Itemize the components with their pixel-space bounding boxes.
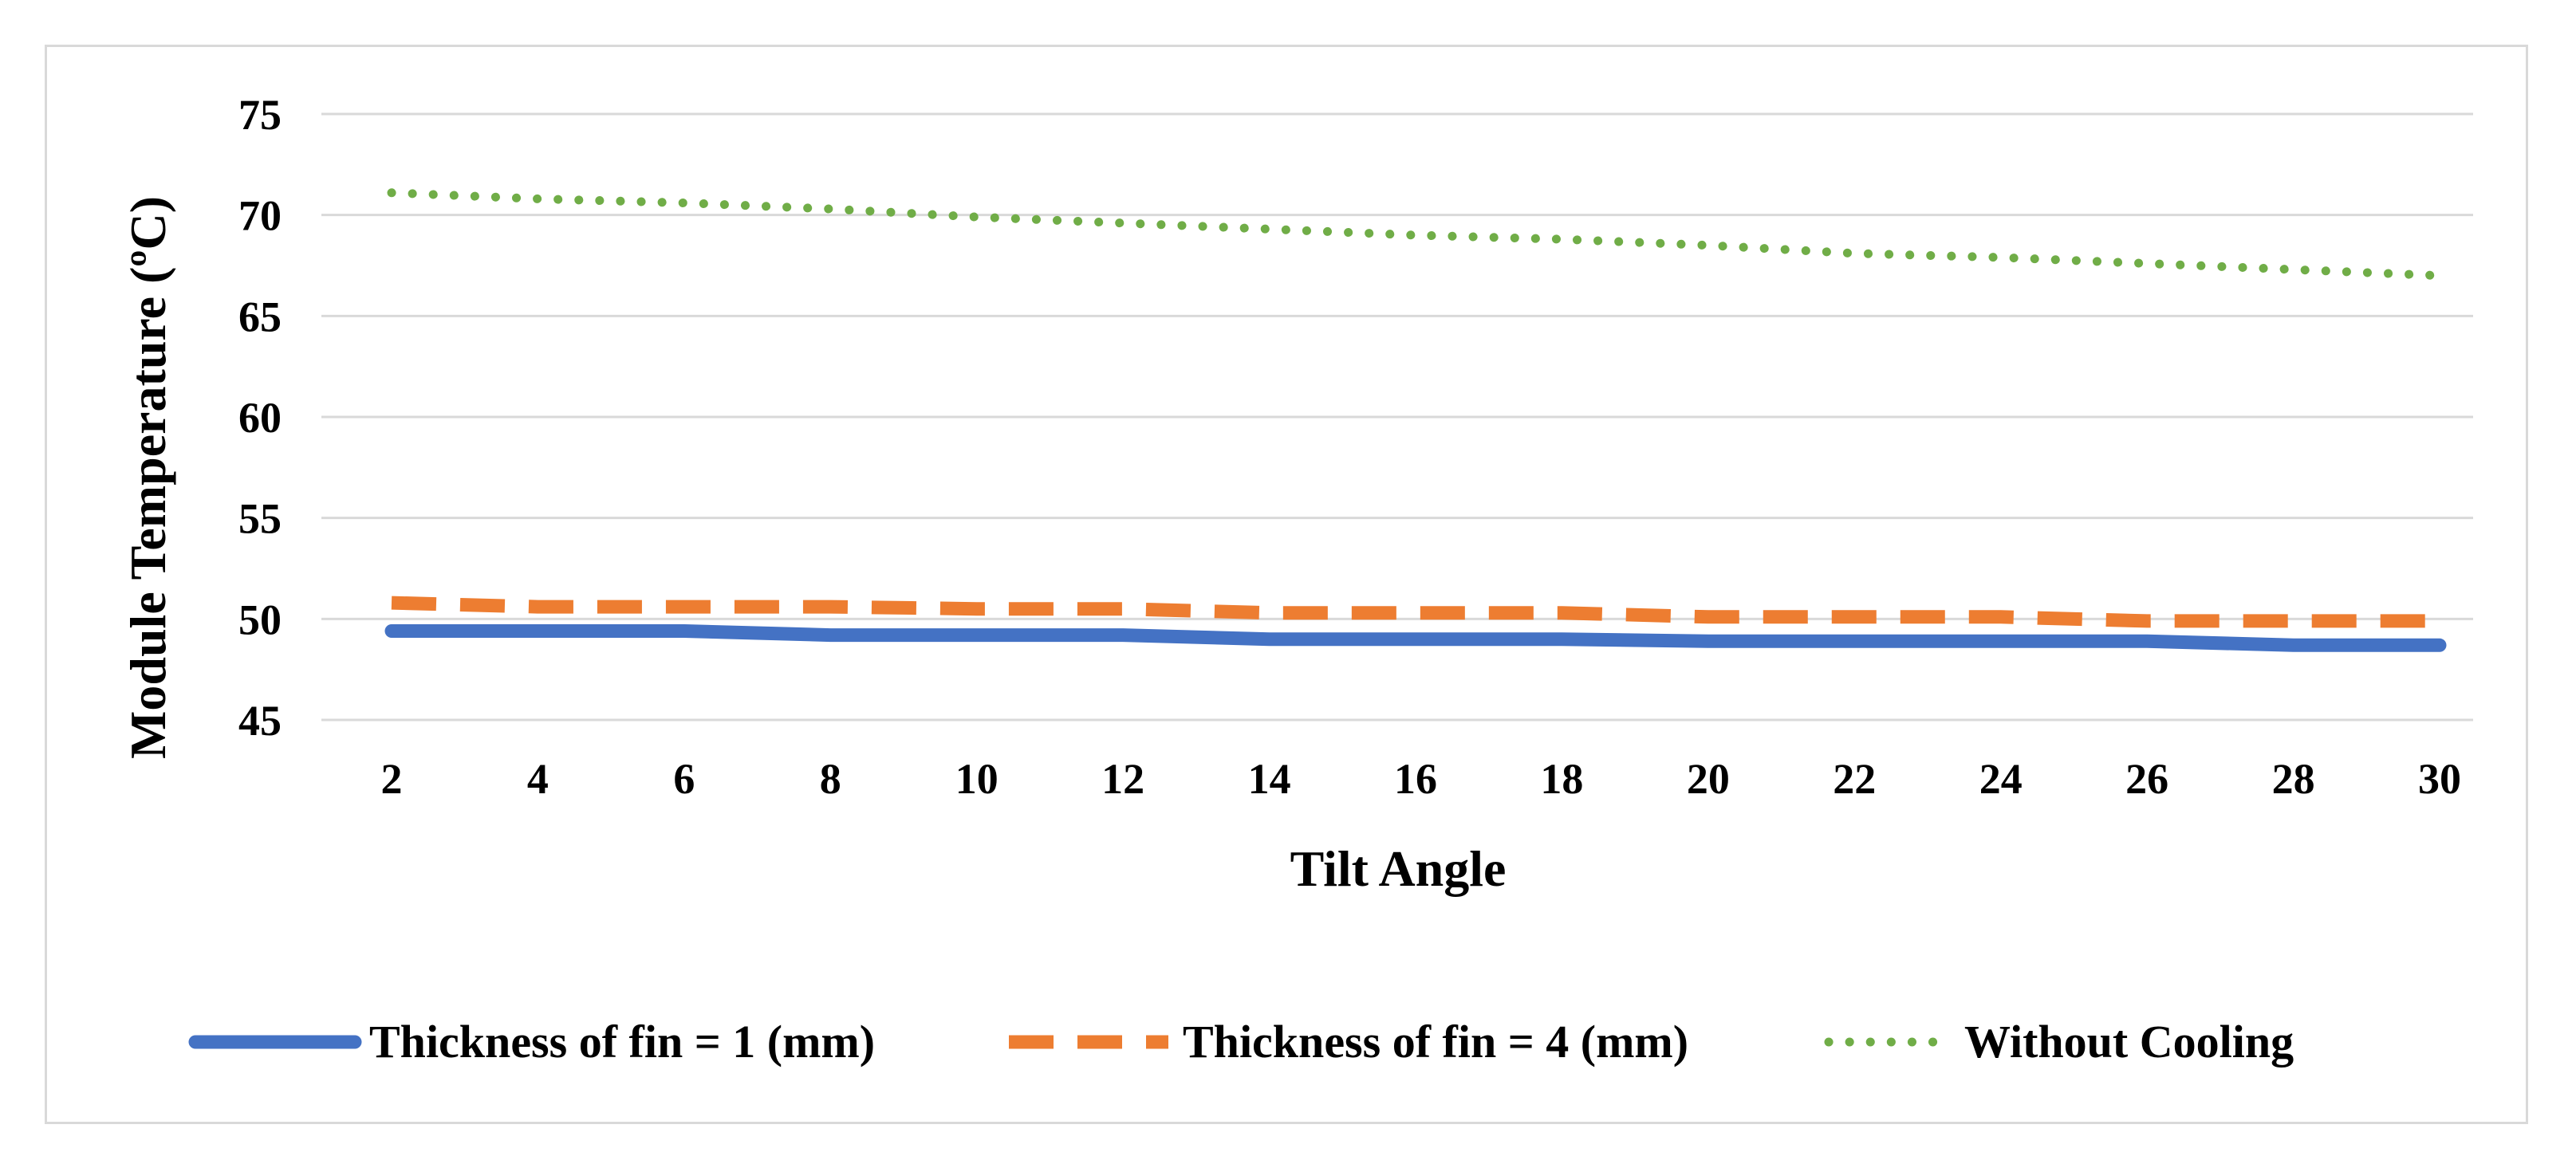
- series-2-point: [1415, 612, 1416, 614]
- x-tick-label: 12: [1101, 755, 1144, 803]
- y-axis-title: Module Temperature (ºC): [120, 196, 176, 759]
- series-2-point: [2293, 620, 2294, 622]
- y-tick-label: 45: [238, 697, 282, 745]
- x-tick-label: 26: [2125, 755, 2168, 803]
- y-tick-label: 55: [238, 495, 282, 543]
- y-tick-label: 60: [238, 394, 282, 442]
- series-line-3: [387, 188, 2444, 281]
- x-tick-label: 2: [381, 755, 403, 803]
- series-3-point: [1853, 253, 1855, 254]
- series-2-point: [1269, 612, 1270, 614]
- x-tick-label: 22: [1833, 755, 1876, 803]
- y-tick-label: 50: [238, 596, 282, 643]
- x-tick-label: 14: [1248, 755, 1291, 803]
- legend-label-3: Without Cooling: [1964, 1016, 2294, 1068]
- series-2-point: [1122, 608, 1124, 610]
- legend-label-1: Thickness of fin = 1 (mm): [369, 1016, 875, 1068]
- x-tick-labels: 2 4 6 8 10 12 14 16 18 20 22 24 26 28 30: [381, 755, 2462, 803]
- legend: Thickness of fin = 1 (mm) Thickness of fi…: [188, 1016, 2294, 1068]
- x-tick-label: 16: [1394, 755, 1437, 803]
- y-tick-label: 75: [238, 91, 282, 139]
- legend-label-2: Thickness of fin = 4 (mm): [1183, 1016, 1688, 1068]
- y-tick-label: 70: [238, 192, 282, 240]
- series-3-point: [1707, 245, 1709, 246]
- x-tick-label: 10: [955, 755, 998, 803]
- series-line-1: [384, 624, 2447, 652]
- x-tick-label: 4: [527, 755, 549, 803]
- series-3-point: [2439, 275, 2440, 277]
- x-tick-label: 18: [1540, 755, 1583, 803]
- x-tick-label: 6: [673, 755, 695, 803]
- x-axis-title: Tilt Angle: [1290, 840, 1507, 897]
- x-tick-label: 30: [2418, 755, 2461, 803]
- series-2-point: [2439, 620, 2440, 622]
- y-tick-label: 65: [238, 293, 282, 340]
- series-3-point: [2293, 269, 2294, 270]
- series-lines: [384, 188, 2447, 652]
- series-3-point: [2146, 262, 2148, 264]
- y-tick-labels: 45 50 55 60 65 70 75: [238, 91, 282, 745]
- x-tick-label: 24: [1979, 755, 2023, 803]
- series-3-point: [2000, 257, 2002, 258]
- x-tick-label: 8: [820, 755, 841, 803]
- series-3-point: [1561, 238, 1562, 240]
- x-tick-label: 20: [1687, 755, 1730, 803]
- gridlines: [321, 112, 2473, 722]
- chart-frame: 45 50 55 60 65 70 75 2 4 6 8 10 12 14 16 18 20 22 24 26 28 3…: [45, 45, 2528, 1124]
- x-tick-label: 28: [2272, 755, 2315, 803]
